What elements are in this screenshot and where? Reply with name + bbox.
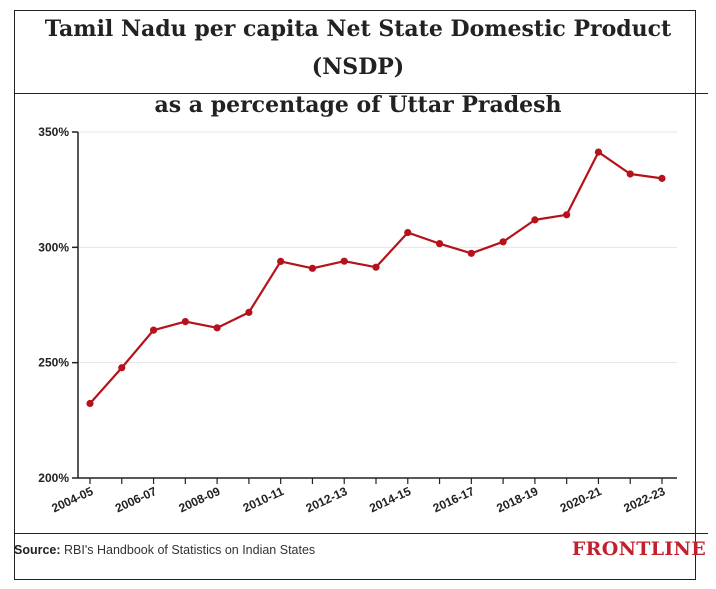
x-tick-label: 2010-11 bbox=[241, 484, 287, 515]
chart-title-line-1: Tamil Nadu per capita Net State Domestic… bbox=[44, 16, 672, 80]
x-tick-label: 2018-19 bbox=[494, 484, 540, 515]
data-point bbox=[594, 148, 603, 156]
chart-card bbox=[14, 10, 696, 580]
y-tick-label: 350% bbox=[38, 125, 69, 139]
chart-title: Tamil Nadu per capita Net State Domestic… bbox=[14, 10, 702, 124]
data-point bbox=[372, 263, 380, 271]
x-tick-label: 2016-17 bbox=[431, 484, 477, 515]
data-point bbox=[277, 257, 285, 266]
y-tick-label: 300% bbox=[38, 240, 69, 254]
data-point bbox=[118, 364, 126, 372]
x-tick-label: 2020-21 bbox=[558, 484, 604, 515]
data-point bbox=[308, 264, 317, 272]
footer-divider bbox=[14, 533, 708, 534]
y-tick-label: 250% bbox=[38, 356, 69, 370]
data-point bbox=[435, 240, 444, 248]
data-point bbox=[563, 211, 571, 219]
data-point bbox=[340, 257, 348, 265]
data-point bbox=[658, 174, 666, 182]
brand-logo: FRONTLINE bbox=[571, 538, 706, 560]
data-point bbox=[213, 324, 221, 332]
source-note: Source: RBI's Handbook of Statistics on … bbox=[14, 543, 315, 557]
data-point bbox=[626, 170, 634, 178]
y-tick-label: 200% bbox=[38, 471, 69, 485]
source-text: RBI's Handbook of Statistics on Indian S… bbox=[64, 543, 316, 557]
x-tick-label: 2006-07 bbox=[113, 484, 159, 515]
chart-title-line-2: as a percentage of Uttar Pradesh bbox=[154, 92, 562, 118]
x-tick-label: 2012-13 bbox=[304, 484, 350, 515]
x-tick-label: 2008-09 bbox=[177, 484, 223, 515]
data-point bbox=[149, 326, 158, 334]
x-tick-label: 2014-15 bbox=[367, 484, 413, 515]
x-tick-label: 2004-05 bbox=[49, 484, 95, 515]
source-label: Source: bbox=[14, 543, 61, 557]
data-point bbox=[531, 216, 539, 224]
line-chart: 200% 250% 300% 350% 2004-05 2006-07 2008-09 201… bbox=[38, 125, 677, 515]
x-tick-label: 2022-23 bbox=[621, 484, 667, 515]
series-line bbox=[89, 150, 663, 405]
data-point bbox=[86, 399, 94, 408]
data-point bbox=[181, 318, 189, 326]
data-point bbox=[245, 308, 253, 316]
data-point bbox=[499, 238, 507, 246]
title-divider bbox=[14, 93, 708, 94]
data-point bbox=[404, 228, 412, 237]
data-point bbox=[467, 249, 475, 257]
